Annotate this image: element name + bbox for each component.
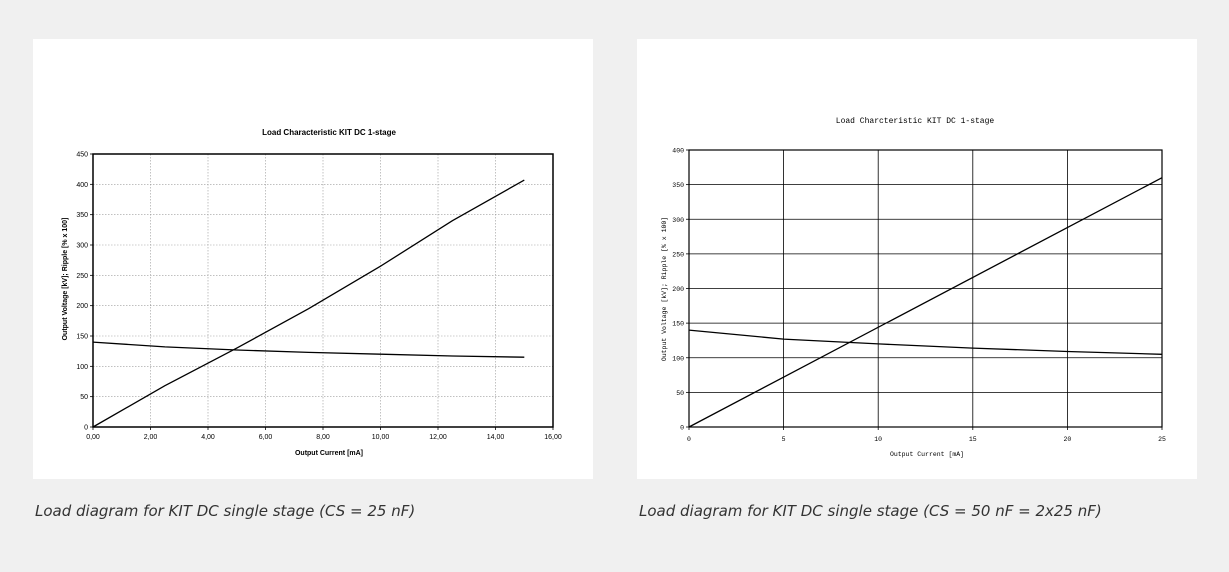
y-tick-label: 100 (672, 355, 684, 362)
y-tick-label: 200 (76, 303, 88, 310)
y-tick-label: 350 (76, 212, 88, 219)
x-tick-label: 14,00 (487, 434, 505, 441)
y-tick-label: 200 (672, 286, 684, 293)
grid-lines (93, 154, 553, 427)
y-tick-label: 300 (672, 217, 684, 224)
x-tick-label: 5 (782, 436, 786, 443)
x-tick-label: 12,00 (429, 434, 447, 441)
x-tick-label: 2,00 (144, 434, 158, 441)
x-tick-label: 6,00 (259, 434, 273, 441)
y-tick-label: 250 (76, 273, 88, 280)
series-line-1 (688, 177, 1163, 428)
x-axis-label: Output Current [mA] (295, 450, 363, 457)
chart-panel-right: Load Charcteristic KIT DC 1-stage 0 5 10 15… (637, 39, 1197, 479)
series-line-1 (92, 179, 525, 428)
y-tick-label: 350 (672, 182, 684, 189)
y-tick-label: 0 (680, 425, 684, 432)
x-axis-ticks: 0 5 10 15 20 25 (687, 427, 1166, 443)
caption-left: Load diagram for KIT DC single stage (CS… (35, 502, 416, 520)
x-tick-label: 0,00 (86, 434, 100, 441)
y-tick-label: 250 (672, 251, 684, 258)
chart-title: Load Charcteristic KIT DC 1-stage (836, 117, 995, 126)
y-tick-label: 0 (84, 425, 88, 432)
load-chart-cs-50nf: Load Charcteristic KIT DC 1-stage 0 5 10 15… (661, 117, 1166, 458)
grid-lines (689, 150, 1162, 427)
x-tick-label: 16,00 (544, 434, 562, 441)
y-axis-label: Output Voltage [kV]; Ripple [% x 100] (62, 218, 69, 341)
y-tick-label: 150 (672, 321, 684, 328)
y-tick-label: 400 (76, 182, 88, 189)
y-axis-label: Output Voltage [kV]; Ripple [% x 100] (661, 217, 668, 361)
y-tick-label: 50 (676, 390, 684, 397)
x-axis-ticks: 0,00 2,00 4,00 6,00 8,00 10,00 12,00 14,00 16,00 (86, 427, 562, 441)
x-tick-label: 10,00 (372, 434, 390, 441)
x-tick-label: 0 (687, 436, 691, 443)
y-axis-ticks: 0 50 100 150 200 250 300 350 400 450 (76, 152, 93, 432)
chart-title: Load Characteristic KIT DC 1-stage (262, 128, 396, 137)
x-tick-label: 25 (1158, 436, 1166, 443)
chart-panel-left: Load Characteristic KIT DC 1-stage 0,00 2… (33, 39, 593, 479)
y-tick-label: 150 (76, 334, 88, 341)
x-tick-label: 4,00 (201, 434, 215, 441)
series-lines (688, 177, 1163, 428)
caption-right: Load diagram for KIT DC single stage (CS… (639, 502, 1102, 520)
y-tick-label: 100 (76, 364, 88, 371)
x-tick-label: 8,00 (316, 434, 330, 441)
x-tick-label: 15 (969, 436, 977, 443)
y-tick-label: 450 (76, 152, 88, 159)
series-line-2 (688, 329, 1163, 355)
series-lines (92, 179, 525, 428)
x-axis-label: Output Current [mA] (890, 451, 964, 458)
y-tick-label: 400 (672, 148, 684, 155)
y-axis-ticks: 0 50 100 150 200 250 300 350 400 (672, 148, 689, 432)
x-tick-label: 10 (874, 436, 882, 443)
series-line-2 (92, 341, 525, 358)
y-tick-label: 50 (80, 394, 88, 401)
x-tick-label: 20 (1063, 436, 1071, 443)
load-chart-cs-25nf: Load Characteristic KIT DC 1-stage 0,00 2… (62, 128, 562, 457)
y-tick-label: 300 (76, 243, 88, 250)
